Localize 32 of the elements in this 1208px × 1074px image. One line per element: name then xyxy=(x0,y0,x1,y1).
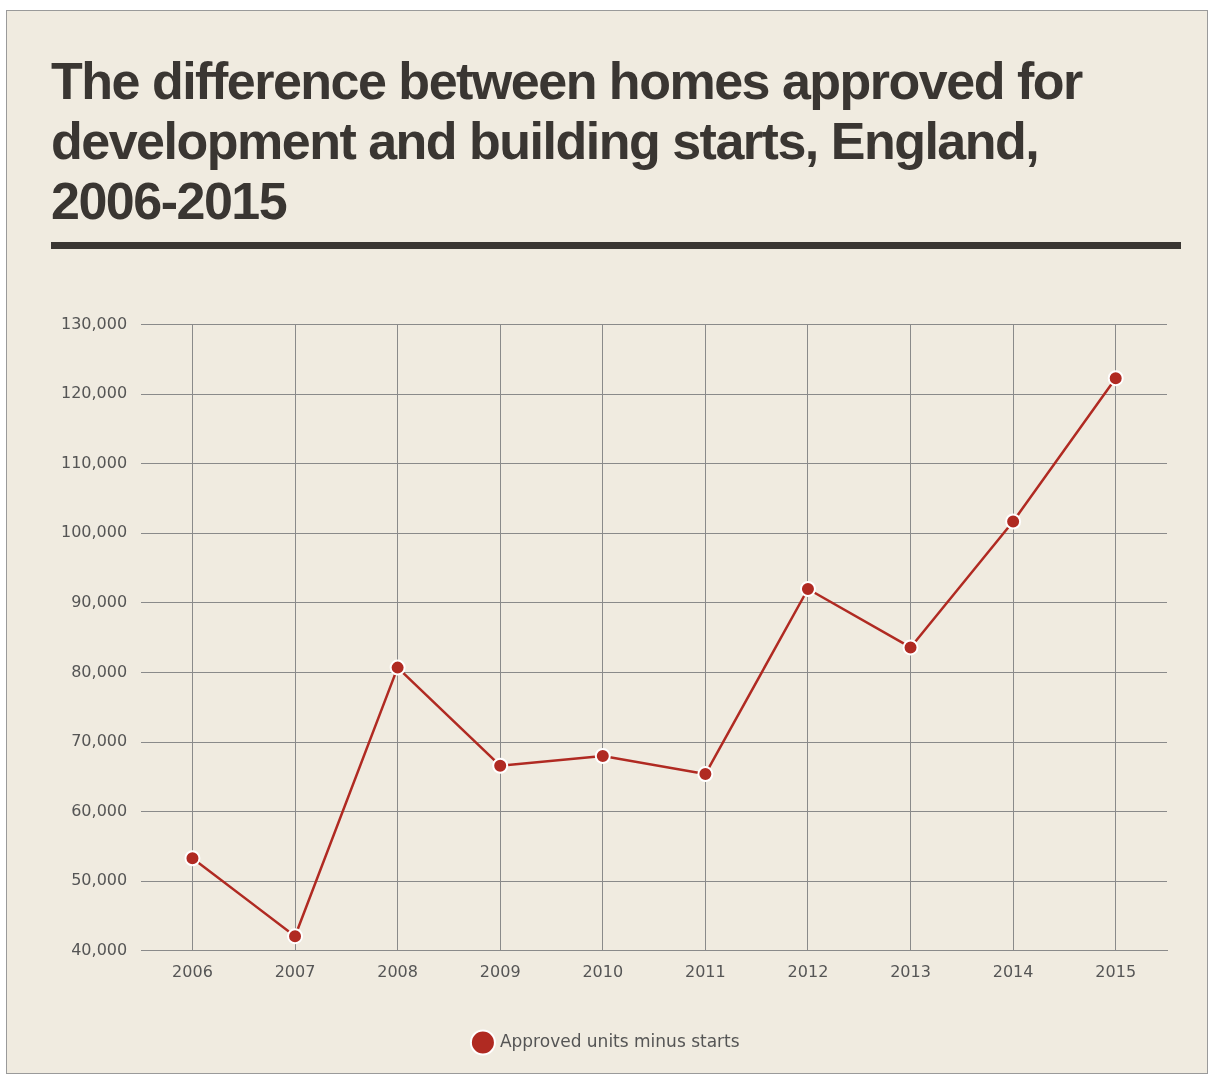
point xyxy=(594,747,611,764)
x-tick-label: 2006 xyxy=(172,961,213,981)
point xyxy=(492,757,509,774)
y-tick-label: 130,000 xyxy=(60,313,128,333)
y-tick-label: 60,000 xyxy=(71,800,128,820)
y-tick-label: 70,000 xyxy=(71,731,128,751)
legend-label: Approved units minus starts xyxy=(499,1030,740,1051)
x-tick-label: 2014 xyxy=(992,961,1034,981)
x-tick-label: 2009 xyxy=(479,961,521,981)
point xyxy=(287,928,304,945)
y-tick-label: 40,000 xyxy=(71,939,128,959)
y-tick-label: 80,000 xyxy=(71,661,128,681)
x-tick-label: 2008 xyxy=(377,961,418,981)
point xyxy=(902,639,919,656)
point xyxy=(1107,370,1124,387)
x-tick-label: 2007 xyxy=(274,961,316,981)
x-tick-label: 2012 xyxy=(787,961,829,981)
point xyxy=(697,766,714,783)
y-tick-label: 100,000 xyxy=(60,522,128,542)
point xyxy=(389,659,406,676)
y-tick-label: 110,000 xyxy=(60,452,128,472)
x-tick-label: 2011 xyxy=(685,961,726,981)
point xyxy=(799,581,816,597)
x-tick-label: 2015 xyxy=(1095,961,1137,981)
y-tick-label: 50,000 xyxy=(71,870,128,890)
chart-title: The difference between homes approved for development and building starts, England, 2006-2015 xyxy=(51,51,1084,231)
y-tick-label: 120,000 xyxy=(60,383,128,403)
point xyxy=(1005,513,1022,530)
x-tick-label: 2010 xyxy=(582,961,624,981)
x-tick-label: 2013 xyxy=(890,961,931,981)
y-tick-label: 90,000 xyxy=(71,592,128,612)
point xyxy=(184,850,201,867)
